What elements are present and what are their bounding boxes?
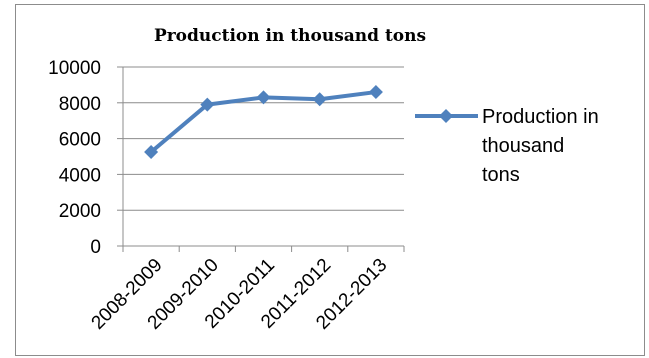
data-point-marker (144, 145, 159, 160)
y-tick-label: 4000 (59, 165, 101, 186)
data-point-marker (368, 85, 383, 100)
chart-frame (15, 4, 645, 356)
y-axis-labels: 0 2000 4000 6000 8000 10000 (48, 58, 101, 258)
legend-marker (439, 109, 453, 123)
series-group (144, 85, 383, 160)
data-point-marker (200, 97, 215, 112)
legend-label: Production in thousand tons (482, 106, 599, 186)
y-tick-label: 6000 (59, 130, 101, 151)
legend: Production in thousand tons (415, 106, 599, 186)
data-point-marker (312, 92, 327, 107)
y-tick-label: 2000 (59, 201, 101, 222)
axes (117, 66, 405, 252)
data-point-marker (256, 90, 271, 105)
y-tick-label: 10000 (48, 58, 101, 79)
chart-title: Production in thousand tons (154, 26, 426, 46)
y-tick-label: 0 (90, 237, 101, 258)
x-axis-labels: 2008-20092009-20102010-20112011-20122012… (88, 255, 392, 334)
y-tick-label: 8000 (59, 94, 101, 115)
